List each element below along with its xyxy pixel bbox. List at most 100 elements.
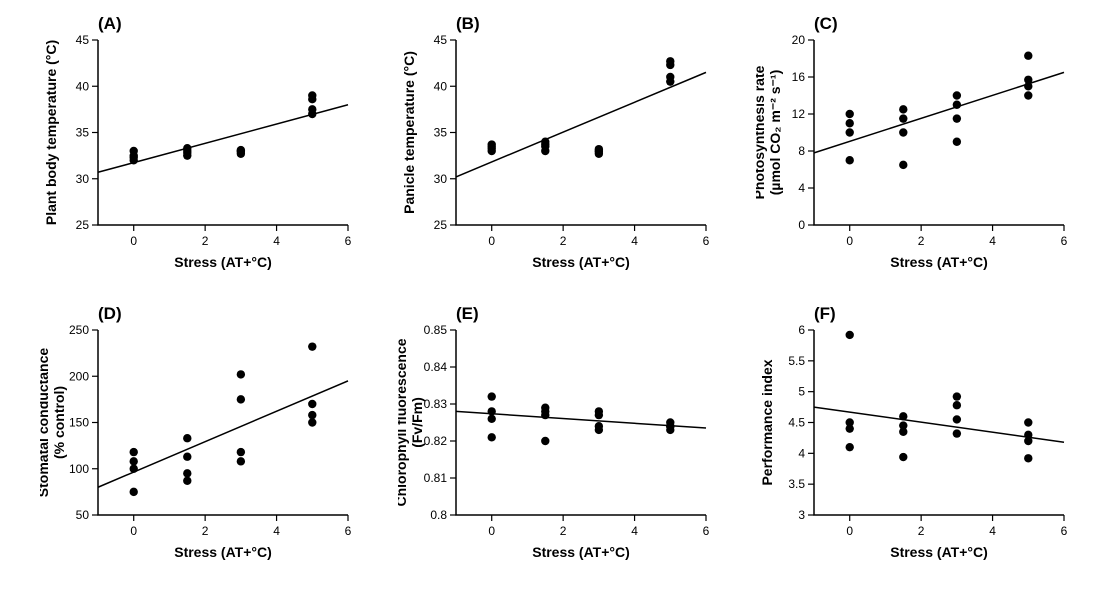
data-point	[237, 146, 245, 154]
svg-text:0.8: 0.8	[430, 508, 447, 522]
data-point	[1024, 52, 1032, 60]
trend-line	[456, 72, 706, 177]
svg-text:6: 6	[1061, 234, 1068, 248]
svg-text:200: 200	[69, 369, 89, 383]
data-point	[595, 145, 603, 153]
svg-text:0.85: 0.85	[424, 323, 448, 337]
svg-text:0: 0	[798, 218, 805, 232]
x-axis-label: Stress (AT+°C)	[174, 544, 272, 560]
svg-text:4: 4	[989, 524, 996, 538]
data-point	[541, 140, 549, 148]
chart-svg: 024633.544.555.56Stress (AT+°C)Performan…	[756, 310, 1074, 570]
data-point	[666, 422, 674, 430]
svg-text:35: 35	[434, 126, 448, 140]
data-point	[130, 448, 138, 456]
data-point	[1024, 91, 1032, 99]
svg-text:250: 250	[69, 323, 89, 337]
chart-svg: 0246048121620Stress (AT+°C)Photosynthesi…	[756, 20, 1074, 280]
svg-text:6: 6	[703, 234, 710, 248]
svg-text:30: 30	[434, 172, 448, 186]
svg-text:6: 6	[345, 524, 352, 538]
data-point	[130, 153, 138, 161]
data-point	[308, 418, 316, 426]
svg-text:4: 4	[798, 446, 805, 460]
data-point	[488, 392, 496, 400]
data-point	[846, 443, 854, 451]
data-point	[130, 465, 138, 473]
svg-text:5.5: 5.5	[788, 354, 805, 368]
svg-text:0.81: 0.81	[424, 471, 448, 485]
chart-svg: 024650100150200250Stress (AT+°C)Stomatal…	[40, 310, 358, 570]
data-point	[488, 415, 496, 423]
data-point	[1024, 76, 1032, 84]
y-axis-label: Plant body temperature (°C)	[43, 40, 59, 225]
x-axis-label: Stress (AT+°C)	[890, 544, 988, 560]
svg-text:0: 0	[130, 234, 137, 248]
y-axis-label: Performance index	[759, 359, 775, 485]
data-point	[541, 437, 549, 445]
data-point	[130, 457, 138, 465]
panel-f: (F)024633.544.555.56Stress (AT+°C)Perfor…	[756, 310, 1074, 570]
y-axis-label: Photosynthesis rate(µmol CO₂ m⁻² s⁻¹)	[756, 65, 783, 199]
x-axis-label: Stress (AT+°C)	[532, 544, 630, 560]
data-point	[308, 342, 316, 350]
data-point	[953, 138, 961, 146]
y-axis-label: Stomatal conductance(% control)	[40, 348, 67, 498]
x-axis-label: Stress (AT+°C)	[890, 254, 988, 270]
data-point	[488, 407, 496, 415]
svg-text:40: 40	[76, 79, 90, 93]
panel-letter: (B)	[456, 14, 480, 34]
data-point	[488, 433, 496, 441]
data-point	[846, 128, 854, 136]
svg-text:0.82: 0.82	[424, 434, 448, 448]
svg-text:100: 100	[69, 462, 89, 476]
x-axis-label: Stress (AT+°C)	[174, 254, 272, 270]
svg-text:30: 30	[76, 172, 90, 186]
panel-e: (E)02460.80.810.820.830.840.85Stress (AT…	[398, 310, 716, 570]
y-axis-label: Panicle temperature (°C)	[401, 51, 417, 214]
data-point	[899, 105, 907, 113]
svg-text:12: 12	[792, 107, 806, 121]
panel-letter: (A)	[98, 14, 122, 34]
data-point	[183, 149, 191, 157]
data-point	[846, 110, 854, 118]
data-point	[595, 407, 603, 415]
data-point	[130, 488, 138, 496]
svg-text:20: 20	[792, 33, 806, 47]
svg-text:2: 2	[202, 524, 209, 538]
chart-svg: 02462530354045Stress (AT+°C)Panicle temp…	[398, 20, 716, 280]
panel-b: (B)02462530354045Stress (AT+°C)Panicle t…	[398, 20, 716, 280]
data-point	[846, 119, 854, 127]
svg-text:2: 2	[918, 234, 925, 248]
svg-text:8: 8	[798, 144, 805, 158]
panel-letter: (F)	[814, 304, 836, 324]
svg-text:0.83: 0.83	[424, 397, 448, 411]
svg-text:4: 4	[273, 524, 280, 538]
svg-text:6: 6	[703, 524, 710, 538]
data-point	[846, 156, 854, 164]
y-axis-label: Chlorophyll fluorescence(Fv/Fm)	[398, 338, 425, 506]
svg-text:2: 2	[202, 234, 209, 248]
data-point	[308, 105, 316, 113]
data-point	[846, 418, 854, 426]
data-point	[899, 161, 907, 169]
data-point	[953, 101, 961, 109]
panel-a: (A)02462530354045Stress (AT+°C)Plant bod…	[40, 20, 358, 280]
data-point	[953, 91, 961, 99]
svg-text:6: 6	[1061, 524, 1068, 538]
svg-text:45: 45	[76, 33, 90, 47]
svg-text:0: 0	[130, 524, 137, 538]
svg-text:3: 3	[798, 508, 805, 522]
svg-text:2: 2	[918, 524, 925, 538]
svg-text:40: 40	[434, 79, 448, 93]
chart-svg: 02460.80.810.820.830.840.85Stress (AT+°C…	[398, 310, 716, 570]
svg-text:3.5: 3.5	[788, 477, 805, 491]
data-point	[899, 453, 907, 461]
data-point	[237, 448, 245, 456]
data-point	[899, 421, 907, 429]
svg-text:0: 0	[488, 234, 495, 248]
data-point	[308, 411, 316, 419]
chart-svg: 02462530354045Stress (AT+°C)Plant body t…	[40, 20, 358, 280]
data-point	[595, 422, 603, 430]
data-point	[488, 142, 496, 150]
